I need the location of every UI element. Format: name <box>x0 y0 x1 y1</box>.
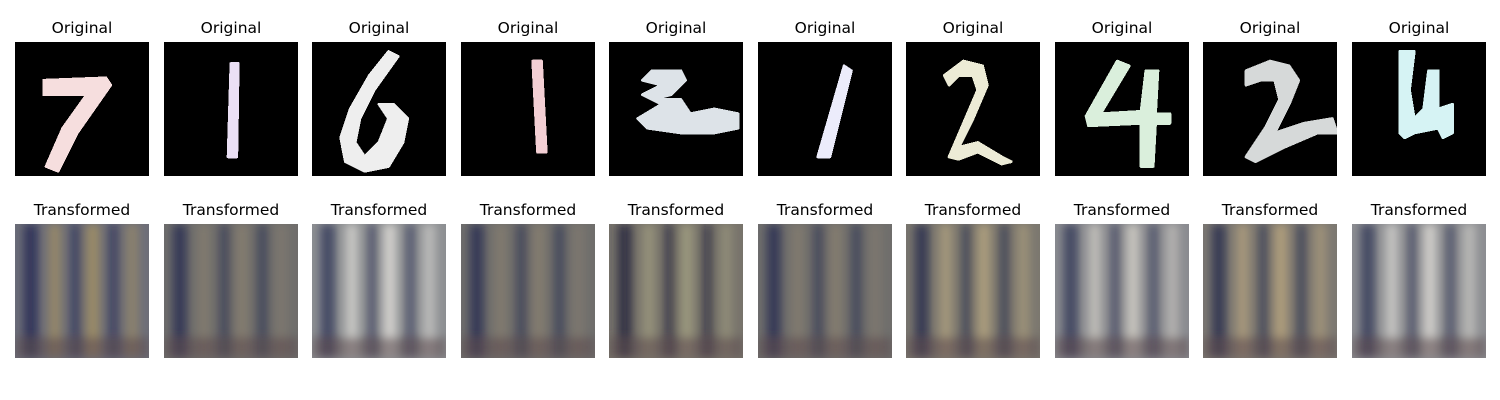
transformed-title: Transformed <box>627 201 725 219</box>
original-title: Original <box>497 19 559 37</box>
digit-stroke <box>1398 50 1454 140</box>
transformed-title: Transformed <box>330 201 428 219</box>
original-image <box>1055 42 1189 176</box>
transformed-image <box>461 224 595 358</box>
transformed-title: Transformed <box>182 201 280 219</box>
digit-stroke <box>816 64 853 159</box>
transformed-title: Transformed <box>1221 201 1319 219</box>
original-image <box>461 42 595 176</box>
digit-stroke <box>531 59 548 154</box>
original-image <box>164 42 298 176</box>
digit-stroke <box>1084 59 1172 168</box>
transformed-title: Transformed <box>924 201 1022 219</box>
transformed-title: Transformed <box>479 201 577 219</box>
transformed-image <box>1203 224 1337 358</box>
transformed-title: Transformed <box>1073 201 1171 219</box>
original-image <box>609 42 743 176</box>
original-image <box>1352 42 1486 176</box>
transformed-title: Transformed <box>33 201 131 219</box>
original-title: Original <box>1091 19 1153 37</box>
digit-stroke <box>42 76 113 173</box>
transformed-title: Transformed <box>776 201 874 219</box>
transformed-image <box>758 224 892 358</box>
transformed-row: Transformed Transformed Transformed Transfo… <box>0 182 1500 358</box>
original-image <box>1203 42 1337 176</box>
original-row: Original Original Original Original Original… <box>0 0 1500 176</box>
original-title: Original <box>794 19 856 37</box>
transformed-image <box>164 224 298 358</box>
original-title: Original <box>348 19 410 37</box>
digit-stroke <box>636 69 740 135</box>
transformed-image <box>1352 224 1486 358</box>
original-title: Original <box>942 19 1004 37</box>
transformed-image <box>906 224 1040 358</box>
original-title: Original <box>645 19 707 37</box>
original-image <box>906 42 1040 176</box>
original-image <box>15 42 149 176</box>
digit-stroke <box>1244 59 1337 164</box>
transformed-title: Transformed <box>1370 201 1468 219</box>
digit-stroke <box>942 59 1013 166</box>
digit-stroke <box>339 50 410 173</box>
transformed-image <box>1055 224 1189 358</box>
original-title: Original <box>1239 19 1301 37</box>
original-title: Original <box>200 19 262 37</box>
original-image <box>312 42 446 176</box>
digit-stroke <box>226 62 240 159</box>
original-title: Original <box>51 19 113 37</box>
transformed-image <box>312 224 446 358</box>
original-title: Original <box>1388 19 1450 37</box>
original-image <box>758 42 892 176</box>
transformed-image <box>15 224 149 358</box>
transformed-image <box>609 224 743 358</box>
